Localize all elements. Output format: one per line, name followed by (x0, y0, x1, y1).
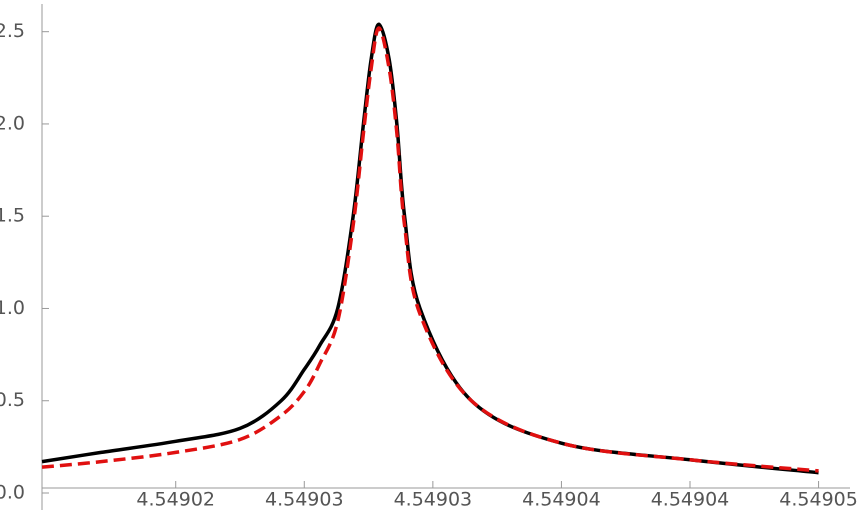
x-tick-label: 4.54905 (779, 489, 858, 511)
x-tick-label: 4.54904 (522, 489, 601, 511)
series-line (41, 26, 819, 473)
x-tick-label: 4.54903 (265, 489, 344, 511)
x-tick-label: 4.54903 (394, 489, 473, 511)
y-tick-label: 2.0 (0, 112, 25, 134)
x-tick-label: 4.54902 (136, 489, 215, 511)
y-tick-label: 0.5 (0, 389, 25, 411)
y-tick-label: 0.0 (0, 482, 25, 504)
y-tick-label: 1.0 (0, 297, 25, 319)
y-tick-label: 1.5 (0, 205, 25, 227)
y-tick-label: 2.5 (0, 20, 25, 42)
series-line (41, 22, 819, 475)
x-tick-label: 4.54904 (651, 489, 730, 511)
